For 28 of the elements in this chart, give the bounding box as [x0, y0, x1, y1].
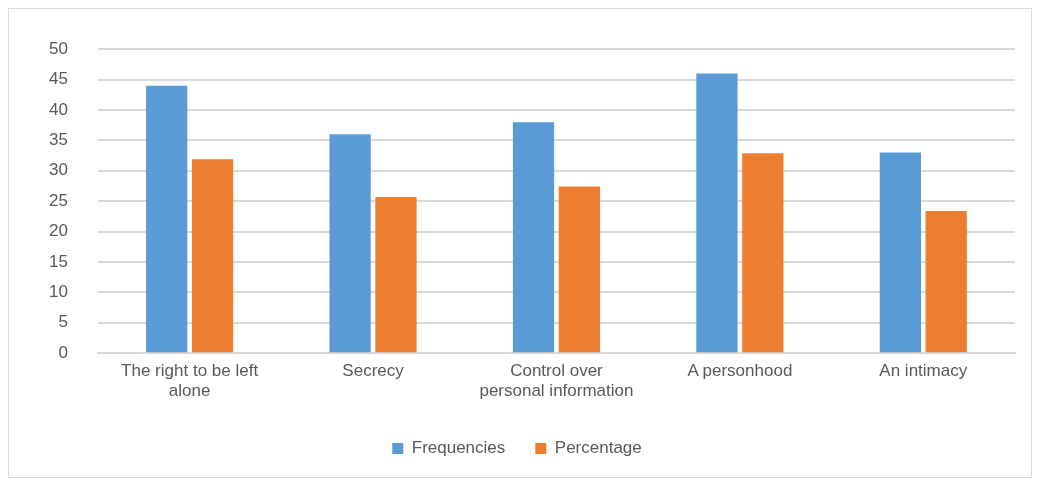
y-tick-label: 20	[48, 221, 68, 241]
bar	[329, 134, 371, 353]
bar	[375, 196, 417, 353]
bar	[742, 153, 784, 353]
bar	[558, 186, 601, 353]
legend-label: Percentage	[554, 438, 642, 458]
bar	[146, 85, 188, 353]
bar	[696, 73, 738, 353]
y-tick-label: 5	[58, 312, 68, 332]
y-tick-label: 25	[48, 190, 68, 210]
bar	[925, 210, 967, 353]
y-tick-label: 10	[48, 282, 68, 302]
legend-label: Frequencies	[411, 438, 506, 458]
bar	[879, 152, 921, 353]
bar	[512, 122, 555, 353]
y-tick-label: 15	[48, 251, 68, 271]
x-tick-label: Control over personal information	[479, 361, 634, 401]
y-tick-label: 50	[48, 38, 68, 58]
x-tick-label: Secrecy	[342, 361, 405, 381]
y-tick-label: 0	[58, 342, 68, 362]
x-tick-label: An intimacy	[879, 361, 968, 381]
bar	[191, 159, 234, 353]
x-tick-label: A personhood	[687, 361, 793, 381]
y-tick-label: 40	[48, 99, 68, 119]
x-tick-label: The right to be left alone	[121, 361, 259, 401]
y-tick-label: 35	[48, 130, 68, 150]
y-tick-label: 45	[48, 69, 68, 89]
y-tick-label: 30	[48, 160, 68, 180]
